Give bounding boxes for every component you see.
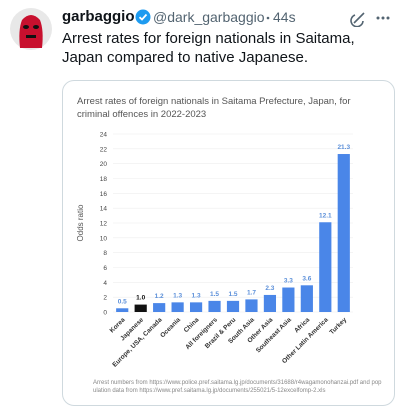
bar — [134, 304, 147, 312]
value-label: 21.3 — [337, 144, 350, 151]
value-label: 0.5 — [118, 298, 127, 305]
bar — [153, 303, 166, 312]
y-tick-label: 2 — [103, 295, 107, 302]
y-tick-label: 22 — [100, 146, 108, 153]
bar — [319, 222, 332, 312]
y-axis-label: Odds ratio — [76, 204, 85, 241]
value-label: 1.5 — [210, 291, 219, 298]
y-tick-label: 10 — [100, 235, 108, 242]
grok-button[interactable] — [350, 9, 368, 27]
value-label: 3.6 — [302, 275, 311, 282]
value-label: 3.3 — [284, 278, 293, 285]
x-tick-label: Turkey — [328, 316, 348, 336]
y-tick-label: 20 — [100, 161, 108, 168]
value-label: 1.0 — [136, 295, 145, 302]
value-label: 1.5 — [228, 291, 237, 298]
bar — [337, 154, 350, 312]
x-tick-label: Southeast Asia — [255, 316, 293, 354]
bar — [263, 294, 277, 312]
tweet-text: Arrest rates for foreign nationals in Sa… — [62, 30, 355, 66]
y-tick-label: 24 — [100, 132, 108, 139]
value-label: 1.2 — [155, 293, 164, 300]
bar — [171, 302, 184, 312]
author-handle[interactable]: @dark_garbaggio — [153, 9, 265, 25]
value-label: 1.7 — [247, 289, 256, 296]
value-label: 12.1 — [319, 212, 332, 219]
avatar[interactable] — [10, 8, 52, 50]
y-tick-label: 4 — [103, 280, 107, 287]
bar — [208, 300, 221, 312]
chart-footnote: Arrest numbers from https://www.police.p… — [93, 380, 382, 394]
chart-title: Arrest rates of foreign nationals in Sai… — [77, 96, 351, 120]
y-tick-label: 12 — [100, 221, 108, 228]
x-tick-label: Oceania — [159, 316, 182, 339]
more-button[interactable] — [374, 11, 392, 25]
value-label: 1.3 — [192, 292, 201, 299]
bar — [282, 287, 295, 312]
y-tick-label: 6 — [103, 265, 107, 272]
value-label: 1.3 — [173, 292, 182, 299]
y-tick-label: 0 — [103, 310, 107, 317]
timestamp[interactable]: 44s — [273, 9, 296, 25]
y-tick-label: 14 — [100, 206, 108, 213]
separator-dot — [266, 16, 270, 20]
author-name[interactable]: garbaggio — [62, 8, 135, 25]
y-tick-label: 18 — [100, 176, 108, 183]
y-tick-label: 16 — [100, 191, 108, 198]
bar — [226, 300, 240, 312]
verified-badge — [135, 9, 151, 25]
image-card[interactable]: Arrest rates of foreign nationals in Sai… — [62, 80, 395, 406]
bar — [245, 299, 258, 312]
y-tick-label: 8 — [103, 250, 107, 257]
chart: Odds ratio 024681012141618202224Korea0.5… — [76, 132, 353, 369]
value-label: 2.3 — [265, 285, 274, 292]
bar — [300, 285, 313, 312]
bar — [189, 302, 203, 312]
bar — [116, 308, 129, 312]
